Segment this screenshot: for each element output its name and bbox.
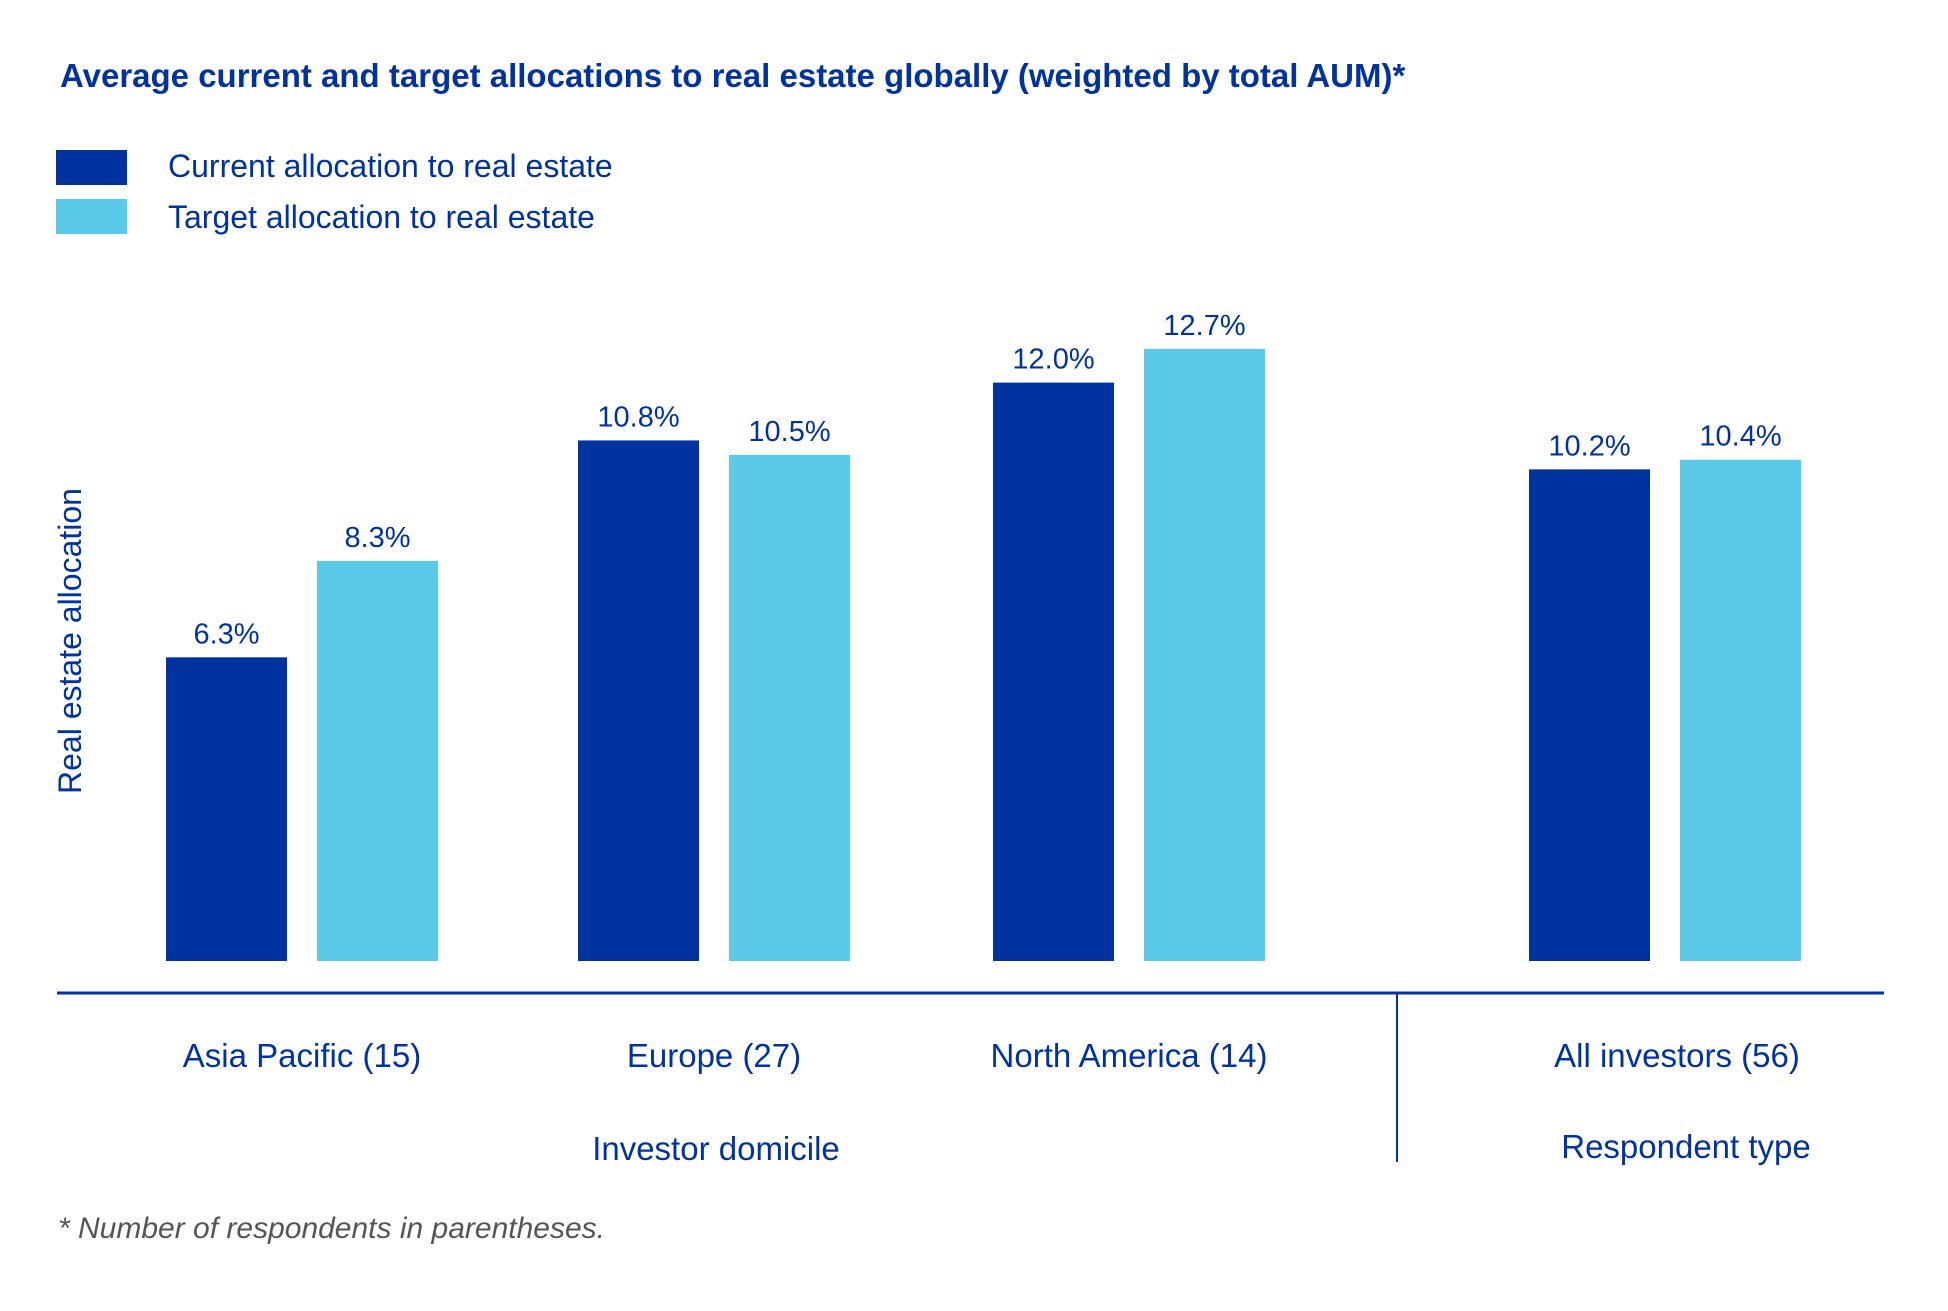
value-label-target-north-america-14: 12.7% — [1163, 310, 1245, 342]
value-label-target-europe-27: 10.5% — [748, 416, 830, 448]
legend-label-target: Target allocation to real estate — [168, 199, 595, 235]
value-label-current-europe-27: 10.8% — [597, 401, 679, 433]
legend: Current allocation to real estate Target… — [56, 148, 613, 235]
legend-label-current: Current allocation to real estate — [168, 148, 613, 184]
bar-current-europe-27 — [578, 440, 699, 961]
group-label-respondent-type: Respondent type — [1561, 1128, 1811, 1165]
value-label-target-all-investors-56: 10.4% — [1699, 421, 1781, 453]
bars — [166, 348, 1801, 962]
value-labels: 6.3% 8.3% 10.8% 10.5% 12.0% 12.7% 10.2% 10.4% — [193, 310, 1781, 650]
legend-swatch-target — [56, 199, 127, 234]
bar-current-all-investors-56 — [1529, 469, 1650, 961]
bar-current-asia-pacific-15 — [166, 657, 287, 961]
category-labels: Asia Pacific (15) Europe (27) North Americ… — [183, 1037, 1800, 1074]
category-label-europe-27: Europe (27) — [627, 1037, 801, 1074]
chart-title: Average current and target allocations t… — [60, 57, 1405, 94]
legend-swatch-current — [56, 150, 127, 185]
bar-target-all-investors-56 — [1680, 459, 1801, 961]
y-axis-label: Real estate allocation — [52, 488, 88, 794]
bar-target-north-america-14 — [1144, 348, 1265, 961]
footnote: * Number of respondents in parentheses. — [58, 1212, 605, 1245]
value-label-current-north-america-14: 12.0% — [1012, 344, 1094, 376]
bar-target-europe-27 — [729, 454, 850, 961]
value-label-current-asia-pacific-15: 6.3% — [193, 618, 259, 650]
category-label-all-investors-56: All investors (56) — [1554, 1037, 1800, 1074]
value-label-current-all-investors-56: 10.2% — [1548, 430, 1630, 462]
category-label-asia-pacific-15: Asia Pacific (15) — [183, 1037, 421, 1074]
value-label-target-asia-pacific-15: 8.3% — [344, 522, 410, 554]
category-label-north-america-14: North America (14) — [991, 1037, 1268, 1074]
bar-current-north-america-14 — [993, 382, 1114, 962]
group-label-investor-domicile: Investor domicile — [592, 1130, 840, 1167]
bar-target-asia-pacific-15 — [317, 560, 438, 961]
